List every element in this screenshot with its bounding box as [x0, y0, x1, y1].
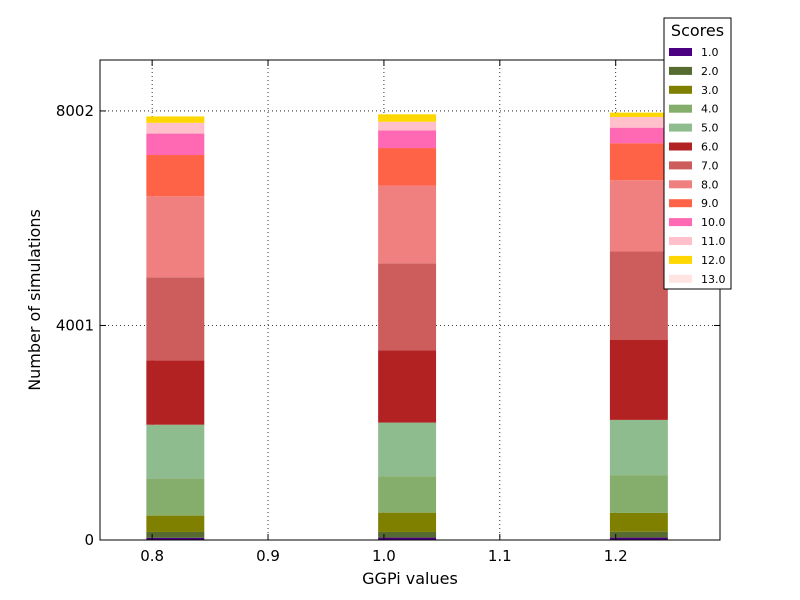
legend-swatch: [669, 142, 692, 151]
bar-segment: [146, 478, 205, 516]
y-tick-label: 4001: [56, 316, 94, 334]
y-axis-label: Number of simulations: [25, 209, 44, 391]
bar-segment: [609, 251, 668, 340]
bar-segment: [146, 116, 205, 123]
legend-box: [663, 17, 732, 290]
legend-label: 1.0: [701, 46, 719, 59]
legend-label: 8.0: [701, 178, 719, 191]
legend-swatch: [669, 237, 692, 245]
bars: [146, 112, 668, 540]
legend-swatch: [669, 255, 692, 264]
x-axis-label: GGPi values: [362, 569, 458, 588]
y-tick-label: 8002: [56, 102, 94, 120]
legend-items: 1.0 2.0 3.0 4.0 5.0 6.0 7.0 8.0 9.0 10.0 11.0 12.0 1…: [669, 46, 726, 286]
x-tick-label: 1.1: [488, 547, 512, 565]
legend-label: 12.0: [701, 254, 726, 267]
legend-swatch: [669, 123, 692, 132]
bar-segment: [378, 531, 437, 538]
bar-segment: [378, 148, 437, 186]
legend-label: 2.0: [701, 65, 719, 78]
legend: Scores 1.0 2.0 3.0 4.0 5.0 6.0 7.0 8.0 9.0 10.0 11…: [663, 17, 732, 290]
legend-swatch: [669, 104, 692, 113]
legend-label: 13.0: [701, 273, 726, 286]
bar-segment: [146, 196, 205, 278]
bar-segment: [146, 277, 205, 361]
bar-segment: [378, 350, 437, 423]
bar-segment: [378, 185, 437, 264]
legend-swatch: [669, 85, 692, 94]
legend-label: 4.0: [701, 103, 719, 116]
legend-swatch: [669, 48, 692, 56]
bar-segment: [378, 537, 437, 540]
bar-segment: [609, 143, 668, 181]
legend-label: 7.0: [701, 159, 719, 172]
bar-segment: [609, 112, 668, 117]
bar-segment: [146, 133, 205, 156]
bar-segment: [609, 531, 668, 538]
bar-segment: [378, 114, 437, 122]
bar-segment: [609, 537, 668, 540]
bar-segment: [378, 476, 437, 513]
bar-segment: [609, 116, 668, 128]
legend-title: Scores: [671, 21, 724, 40]
axis-ticks: 0.8 0.9 1.0 1.1 1.2 0 4001 8002: [56, 60, 720, 565]
bar-segment: [378, 130, 437, 149]
x-tick-label: 1.2: [604, 547, 628, 565]
bar-segment: [378, 422, 437, 477]
bar-segment: [378, 512, 437, 532]
bar-segment: [146, 531, 205, 538]
legend-swatch: [669, 66, 692, 75]
bar-segment: [146, 122, 205, 134]
bar-segment: [609, 340, 668, 420]
bar-segment: [609, 475, 668, 513]
bar-segment: [378, 121, 437, 131]
x-tick-label: 0.9: [256, 547, 280, 565]
legend-swatch: [669, 274, 692, 283]
bar-segment: [146, 515, 205, 532]
bar-segment: [146, 537, 205, 540]
legend-label: 11.0: [701, 235, 726, 248]
bar-segment: [609, 512, 668, 532]
legend-label: 9.0: [701, 197, 719, 210]
legend-label: 5.0: [701, 122, 719, 135]
x-tick-label: 0.8: [140, 547, 164, 565]
x-tick-label: 1.0: [372, 547, 396, 565]
plot-frame: [99, 59, 721, 541]
legend-label: 6.0: [701, 141, 719, 154]
legend-swatch: [669, 161, 692, 170]
bar-segment: [146, 155, 205, 197]
legend-label: 10.0: [701, 216, 726, 229]
bar-segment: [146, 424, 205, 479]
legend-label: 3.0: [701, 84, 719, 97]
bar-segment: [609, 419, 668, 476]
bar-segment: [609, 127, 668, 144]
legend-swatch: [669, 199, 692, 208]
y-tick-label: 0: [84, 531, 94, 549]
bar-segment: [146, 360, 205, 425]
legend-swatch: [669, 218, 692, 227]
bar-segment: [378, 263, 437, 351]
legend-swatch: [669, 180, 692, 189]
bar-segment: [609, 180, 668, 252]
